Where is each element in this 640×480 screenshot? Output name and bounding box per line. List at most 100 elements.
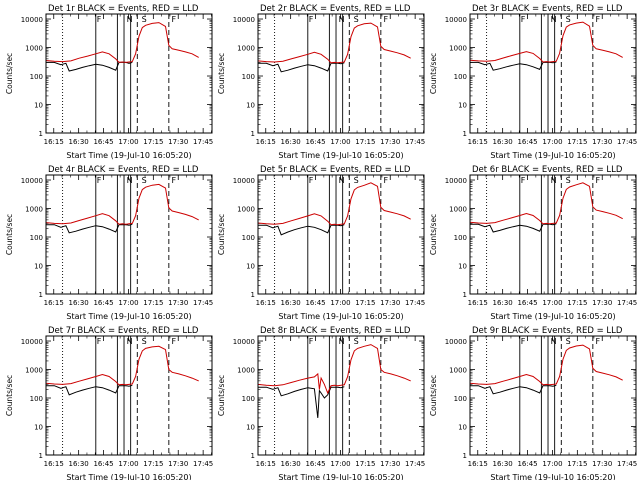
y-tick-label: 1 <box>251 452 255 460</box>
series-events-line <box>258 224 345 236</box>
time-marker-label: S <box>566 15 571 24</box>
y-axis-label: Counts/sec <box>217 53 226 94</box>
y-axis-label: Counts/sec <box>429 53 438 94</box>
x-tick-label: 16:30 <box>493 299 513 307</box>
series-events-line <box>470 61 557 71</box>
x-tick-label: 17:45 <box>405 299 425 307</box>
y-tick-label: 10 <box>458 102 467 110</box>
x-tick-label: 16:45 <box>517 299 537 307</box>
time-marker-label: N <box>339 15 345 24</box>
x-tick-label: 17:15 <box>143 460 163 468</box>
y-tick-label: 100 <box>242 73 255 81</box>
x-tick-label: 17:30 <box>380 460 400 468</box>
x-tick-label: 16:45 <box>517 460 537 468</box>
x-tick-label: 16:15 <box>468 138 488 146</box>
time-marker-label: F <box>309 176 314 185</box>
y-tick-label: 1 <box>251 291 255 299</box>
y-tick-label: 100 <box>454 73 467 81</box>
x-tick-label: 17:15 <box>143 138 163 146</box>
y-tick-label: 1000 <box>449 45 467 53</box>
x-tick-label: 16:30 <box>281 460 301 468</box>
x-axis-label: Start Time (19-Jul-10 16:05:20) <box>490 473 615 480</box>
time-marker-label: N <box>551 337 557 346</box>
y-tick-label: 100 <box>30 234 43 242</box>
panel-7: Det 7r BLACK = Events, RED = LLD Counts/s… <box>5 326 213 480</box>
series-events-line <box>46 223 133 234</box>
x-tick-label: 17:30 <box>168 460 188 468</box>
x-tick-label: 17:30 <box>592 138 612 146</box>
y-axis-label: Counts/sec <box>217 214 226 255</box>
time-marker-label: S <box>566 176 571 185</box>
y-tick-label: 10000 <box>21 177 43 185</box>
time-marker-label: F <box>596 337 601 346</box>
x-tick-label: 17:30 <box>168 299 188 307</box>
time-marker-label: F <box>97 337 102 346</box>
y-tick-label: 1 <box>251 130 255 138</box>
x-axis-label: Start Time (19-Jul-10 16:05:20) <box>278 151 403 160</box>
time-marker-label: F <box>384 15 389 24</box>
y-tick-label: 10 <box>246 424 255 432</box>
panel-title: Det 2r BLACK = Events, RED = LLD <box>260 4 411 14</box>
plot-frame <box>45 13 213 134</box>
time-marker-label: S <box>566 337 571 346</box>
time-marker-label: N <box>127 337 133 346</box>
y-axis-label: Counts/sec <box>5 375 14 416</box>
y-tick-label: 1000 <box>25 367 43 375</box>
panel-8: Det 8r BLACK = Events, RED = LLD Counts/s… <box>217 326 425 480</box>
x-tick-label: 17:15 <box>143 299 163 307</box>
x-tick-label: 16:45 <box>305 460 325 468</box>
panel-2: Det 2r BLACK = Events, RED = LLD Counts/s… <box>217 4 425 160</box>
time-marker-label: F <box>384 176 389 185</box>
y-tick-label: 1000 <box>237 45 255 53</box>
x-tick-label: 16:30 <box>281 138 301 146</box>
y-tick-label: 10000 <box>21 338 43 346</box>
x-tick-label: 17:15 <box>567 460 587 468</box>
panel-title: Det 8r BLACK = Events, RED = LLD <box>260 326 411 336</box>
plot-frame <box>469 174 637 295</box>
x-tick-label: 17:30 <box>380 138 400 146</box>
x-tick-label: 17:00 <box>118 460 138 468</box>
x-tick-label: 17:30 <box>380 299 400 307</box>
time-marker-label: F <box>521 15 526 24</box>
panel-title: Det 4r BLACK = Events, RED = LLD <box>48 165 199 175</box>
y-tick-label: 10 <box>34 263 43 271</box>
time-marker-label: F <box>172 15 177 24</box>
y-tick-label: 10000 <box>445 16 467 24</box>
time-marker-label: F <box>309 337 314 346</box>
x-tick-label: 17:45 <box>617 138 637 146</box>
x-tick-label: 17:00 <box>542 138 562 146</box>
x-tick-label: 16:15 <box>256 460 276 468</box>
series-lld-line <box>257 344 411 395</box>
x-tick-label: 17:45 <box>617 299 637 307</box>
x-tick-label: 17:15 <box>567 299 587 307</box>
x-tick-label: 17:15 <box>567 138 587 146</box>
y-tick-label: 100 <box>454 234 467 242</box>
series-lld-line <box>257 182 411 226</box>
y-axis-label: Counts/sec <box>429 375 438 416</box>
series-lld-line <box>45 183 199 225</box>
time-marker-label: F <box>596 176 601 185</box>
plot-frame <box>45 174 213 295</box>
x-tick-label: 16:45 <box>517 138 537 146</box>
time-marker-label: S <box>142 15 147 24</box>
plot-frame <box>257 174 425 295</box>
time-marker-label: F <box>384 337 389 346</box>
series-lld-line <box>45 345 199 386</box>
y-tick-label: 10000 <box>445 177 467 185</box>
time-marker-label: F <box>309 15 314 24</box>
y-tick-label: 10000 <box>445 338 467 346</box>
x-tick-label: 16:15 <box>468 299 488 307</box>
y-tick-label: 1000 <box>237 206 255 214</box>
y-tick-label: 10 <box>34 102 43 110</box>
x-tick-label: 17:45 <box>405 138 425 146</box>
panel-3: Det 3r BLACK = Events, RED = LLD Counts/s… <box>429 4 637 160</box>
x-axis-label: Start Time (19-Jul-10 16:05:20) <box>66 151 191 160</box>
time-marker-label: N <box>551 15 557 24</box>
x-tick-label: 16:15 <box>44 460 64 468</box>
y-tick-label: 100 <box>30 395 43 403</box>
plot-frame <box>45 335 213 456</box>
y-tick-label: 1000 <box>449 367 467 375</box>
x-tick-label: 17:45 <box>405 460 425 468</box>
plot-frame <box>257 13 425 134</box>
time-marker-label: N <box>339 176 345 185</box>
